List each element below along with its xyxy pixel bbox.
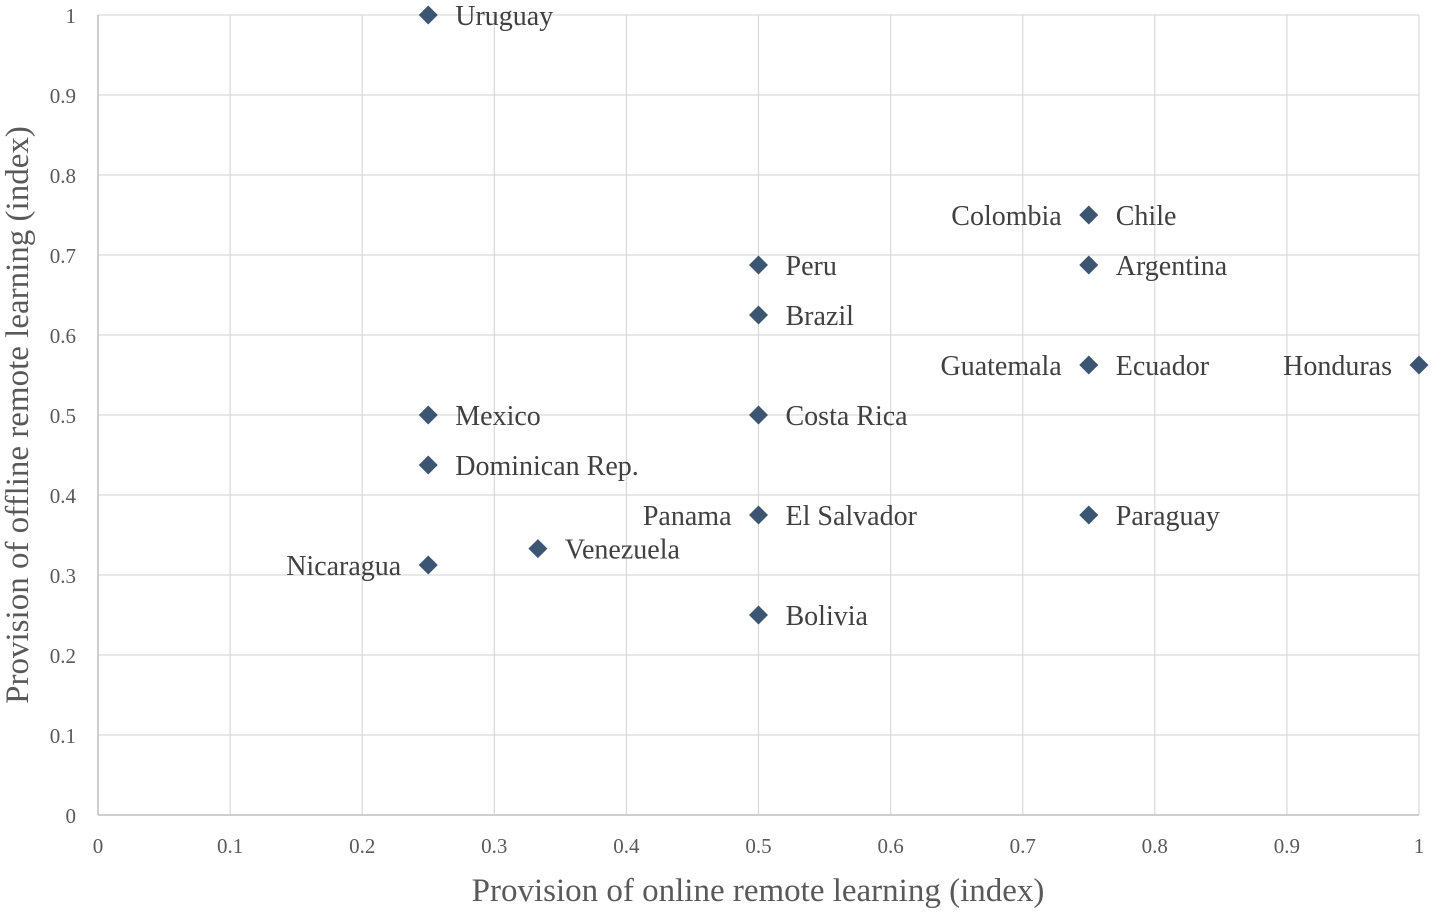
point-label: Honduras xyxy=(1283,351,1392,382)
data-points xyxy=(418,5,1429,625)
x-tick-labels: 0 0.1 0.2 0.3 0.4 0.5 0.6 0.7 0.8 0.9 1 xyxy=(93,834,1425,858)
data-point-marker xyxy=(418,5,438,25)
y-tick-label: 0.5 xyxy=(50,404,76,428)
x-tick-label: 0 xyxy=(93,834,104,858)
x-tick-label: 0.5 xyxy=(745,834,771,858)
x-tick-label: 0.2 xyxy=(349,834,375,858)
data-point-marker xyxy=(1079,355,1099,375)
point-label: Nicaragua xyxy=(286,551,402,582)
x-tick-label: 0.1 xyxy=(217,834,243,858)
point-label: Bolivia xyxy=(786,601,869,632)
x-tick-label: 0.3 xyxy=(481,834,507,858)
y-axis-title: Provision of offline remote learning (in… xyxy=(0,126,36,704)
y-tick-label: 1 xyxy=(66,4,77,28)
point-label: Colombia xyxy=(951,201,1062,232)
point-label: El Salvador xyxy=(786,501,918,532)
axes xyxy=(97,15,1419,816)
y-tick-label: 0.2 xyxy=(50,644,76,668)
data-point-marker xyxy=(749,305,768,325)
y-tick-label: 0.9 xyxy=(50,84,76,108)
point-label: Guatemala xyxy=(940,351,1062,382)
y-tick-label: 0.4 xyxy=(50,484,77,508)
point-label: Uruguay xyxy=(455,1,553,32)
y-tick-label: 0.6 xyxy=(50,324,76,348)
point-label: Brazil xyxy=(786,301,855,332)
point-label: Peru xyxy=(786,251,837,282)
y-tick-label: 0.1 xyxy=(50,724,76,748)
point-labels: Uruguay Colombia Chile Peru Argentina Brazil G… xyxy=(286,1,1392,632)
data-point-marker xyxy=(1079,205,1099,225)
gridlines xyxy=(98,14,1420,815)
x-tick-label: 0.8 xyxy=(1142,834,1168,858)
x-tick-label: 0.7 xyxy=(1010,834,1036,858)
x-axis-title: Provision of online remote learning (ind… xyxy=(472,873,1045,909)
y-tick-label: 0.3 xyxy=(50,564,76,588)
y-tick-label: 0 xyxy=(66,804,77,828)
x-tick-label: 0.4 xyxy=(613,834,640,858)
x-tick-label: 1 xyxy=(1414,834,1425,858)
point-label: Venezuela xyxy=(565,535,681,566)
data-point-marker xyxy=(749,405,768,425)
point-label: Chile xyxy=(1116,201,1177,232)
point-label: Ecuador xyxy=(1116,351,1210,382)
data-point-marker xyxy=(749,255,768,275)
data-point-marker xyxy=(528,539,548,559)
point-label: Argentina xyxy=(1116,251,1228,282)
x-tick-label: 0.9 xyxy=(1274,834,1300,858)
data-point-marker xyxy=(418,455,438,475)
y-tick-label: 0.7 xyxy=(50,244,76,268)
point-label: Mexico xyxy=(455,401,541,432)
point-label: Dominican Rep. xyxy=(455,451,639,482)
point-label: Costa Rica xyxy=(786,401,909,432)
data-point-marker xyxy=(418,555,438,575)
data-point-marker xyxy=(749,605,768,625)
data-point-marker xyxy=(1409,355,1429,375)
data-point-marker xyxy=(1079,255,1099,275)
point-label: Panama xyxy=(643,501,732,532)
data-point-marker xyxy=(749,505,768,525)
data-point-marker xyxy=(418,405,438,425)
y-tick-labels: 0 0.1 0.2 0.3 0.4 0.5 0.6 0.7 0.8 0.9 1 xyxy=(50,4,77,828)
data-point-marker xyxy=(1079,505,1099,525)
point-label: Paraguay xyxy=(1116,501,1220,532)
x-tick-label: 0.6 xyxy=(877,834,903,858)
y-tick-label: 0.8 xyxy=(50,164,76,188)
